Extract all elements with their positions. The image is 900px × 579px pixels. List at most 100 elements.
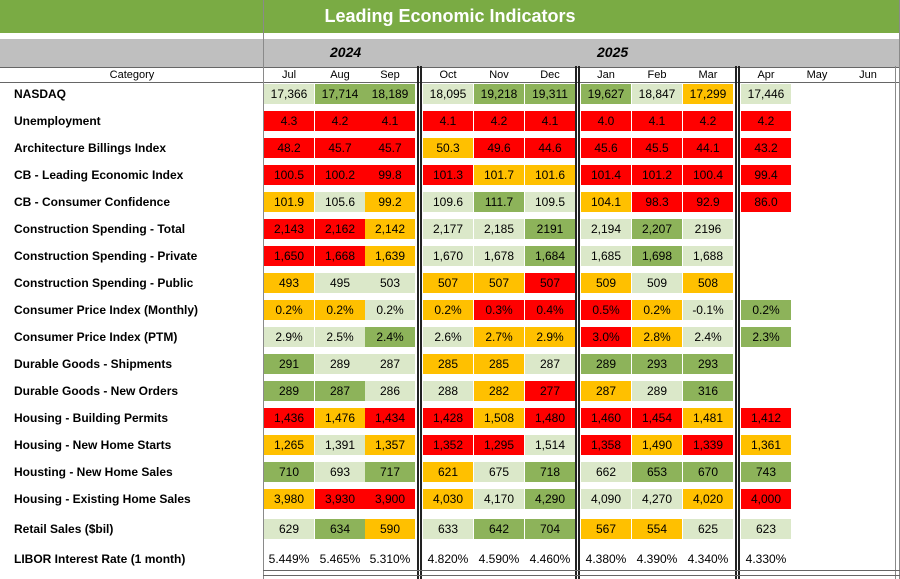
table-cell: 1,698	[632, 246, 682, 266]
table-cell: 1,688	[683, 246, 733, 266]
table-cell: 104.1	[581, 192, 631, 212]
table-cell: 109.6	[423, 192, 473, 212]
quarter-divider-line	[420, 66, 422, 579]
table-cell: 4.2	[741, 111, 791, 131]
table-cell: 101.7	[474, 165, 524, 185]
month-header-mar: Mar	[698, 69, 718, 81]
category-header: Category	[109, 69, 155, 81]
row-label: Housting - New Home Sales	[14, 465, 173, 479]
table-cell: 1,481	[683, 408, 733, 428]
table-cell: 4,030	[423, 489, 473, 509]
table-cell: 634	[315, 519, 365, 539]
table-cell: 1,428	[423, 408, 473, 428]
table-cell: 19,311	[525, 84, 575, 104]
header-divider	[0, 67, 900, 68]
row-label: Consumer Price Index (PTM)	[14, 330, 178, 344]
table-cell: 717	[365, 462, 415, 482]
table-cell: 2.5%	[315, 327, 365, 347]
table-cell: 111.7	[474, 192, 524, 212]
table-cell: 2.6%	[423, 327, 473, 347]
table-cell: 289	[315, 354, 365, 374]
table-cell: 287	[525, 354, 575, 374]
table-cell: 291	[264, 354, 314, 374]
table-cell: 293	[632, 354, 682, 374]
table-cell: 1,361	[741, 435, 791, 455]
table-cell: 92.9	[683, 192, 733, 212]
table-cell: 100.5	[264, 165, 314, 185]
month-header-nov: Nov	[489, 69, 509, 81]
table-cell: 4.2	[683, 111, 733, 131]
row-label: Construction Spending - Private	[14, 249, 198, 263]
table-cell: 17,446	[741, 84, 791, 104]
month-header-sep: Sep	[380, 69, 400, 81]
table-cell: 0.2%	[741, 300, 791, 320]
row-label: Durable Goods - New Orders	[14, 384, 179, 398]
table-cell: 2,177	[423, 219, 473, 239]
table-cell: 4.2	[474, 111, 524, 131]
table-cell: 1,412	[741, 408, 791, 428]
table-cell: 287	[315, 381, 365, 401]
table-cell: 509	[581, 273, 631, 293]
table-cell: 670	[683, 462, 733, 482]
table-cell: 509	[632, 273, 682, 293]
table-cell: 2,185	[474, 219, 524, 239]
table-cell: 1,508	[474, 408, 524, 428]
table-cell: 293	[683, 354, 733, 374]
table-cell: 0.3%	[474, 300, 524, 320]
table-cell: 710	[264, 462, 314, 482]
table-cell: 5.310%	[369, 552, 411, 566]
table-cell: 743	[741, 462, 791, 482]
table-cell: 507	[474, 273, 524, 293]
table-cell: 4.0	[581, 111, 631, 131]
table-cell: 1,436	[264, 408, 314, 428]
month-header-jul: Jul	[281, 69, 297, 81]
table-cell: 3,980	[264, 489, 314, 509]
table-cell: 4.1	[525, 111, 575, 131]
table-cell: 2.4%	[365, 327, 415, 347]
table-cell: 1,265	[264, 435, 314, 455]
table-cell: 625	[683, 519, 733, 539]
year-2025-label: 2025	[597, 44, 629, 60]
table-cell: 289	[632, 381, 682, 401]
title-bar: Leading Economic Indicators	[0, 0, 900, 33]
quarter-divider-line	[575, 66, 577, 579]
table-cell: 17,299	[683, 84, 733, 104]
table-cell: 621	[423, 462, 473, 482]
table-cell: 1,639	[365, 246, 415, 266]
table-cell: 4.590%	[478, 552, 520, 566]
table-cell: 2191	[525, 219, 575, 239]
table-cell: 282	[474, 381, 524, 401]
table-cell: 0.2%	[264, 300, 314, 320]
table-cell: 4,170	[474, 489, 524, 509]
table-cell: 1,460	[581, 408, 631, 428]
quarter-divider-line	[417, 66, 419, 579]
table-cell: 4,290	[525, 489, 575, 509]
row-label: CB - Consumer Confidence	[14, 195, 171, 209]
row-label: Construction Spending - Total	[14, 222, 186, 236]
table-cell: 101.4	[581, 165, 631, 185]
table-cell: 718	[525, 462, 575, 482]
table-cell: 4.820%	[427, 552, 469, 566]
bottom-border-line	[263, 575, 900, 576]
table-cell: 277	[525, 381, 575, 401]
table-cell: 50.3	[423, 138, 473, 158]
month-header-jan: Jan	[597, 69, 615, 81]
table-cell: 623	[741, 519, 791, 539]
table-cell: 653	[632, 462, 682, 482]
table-cell: 100.4	[683, 165, 733, 185]
table-cell: 19,627	[581, 84, 631, 104]
table-cell: 4,000	[741, 489, 791, 509]
table-cell: 1,295	[474, 435, 524, 455]
table-cell: 18,095	[423, 84, 473, 104]
table-cell: 495	[315, 273, 365, 293]
table-cell: 4.380%	[585, 552, 627, 566]
row-label: NASDAQ	[14, 87, 67, 101]
table-cell: 1,650	[264, 246, 314, 266]
table-cell: 4.330%	[745, 552, 787, 566]
table-cell: 99.4	[741, 165, 791, 185]
quarter-divider-line	[578, 66, 580, 579]
table-cell: 45.5	[632, 138, 682, 158]
table-cell: 0.5%	[581, 300, 631, 320]
table-cell: 2,207	[632, 219, 682, 239]
table-cell: 590	[365, 519, 415, 539]
